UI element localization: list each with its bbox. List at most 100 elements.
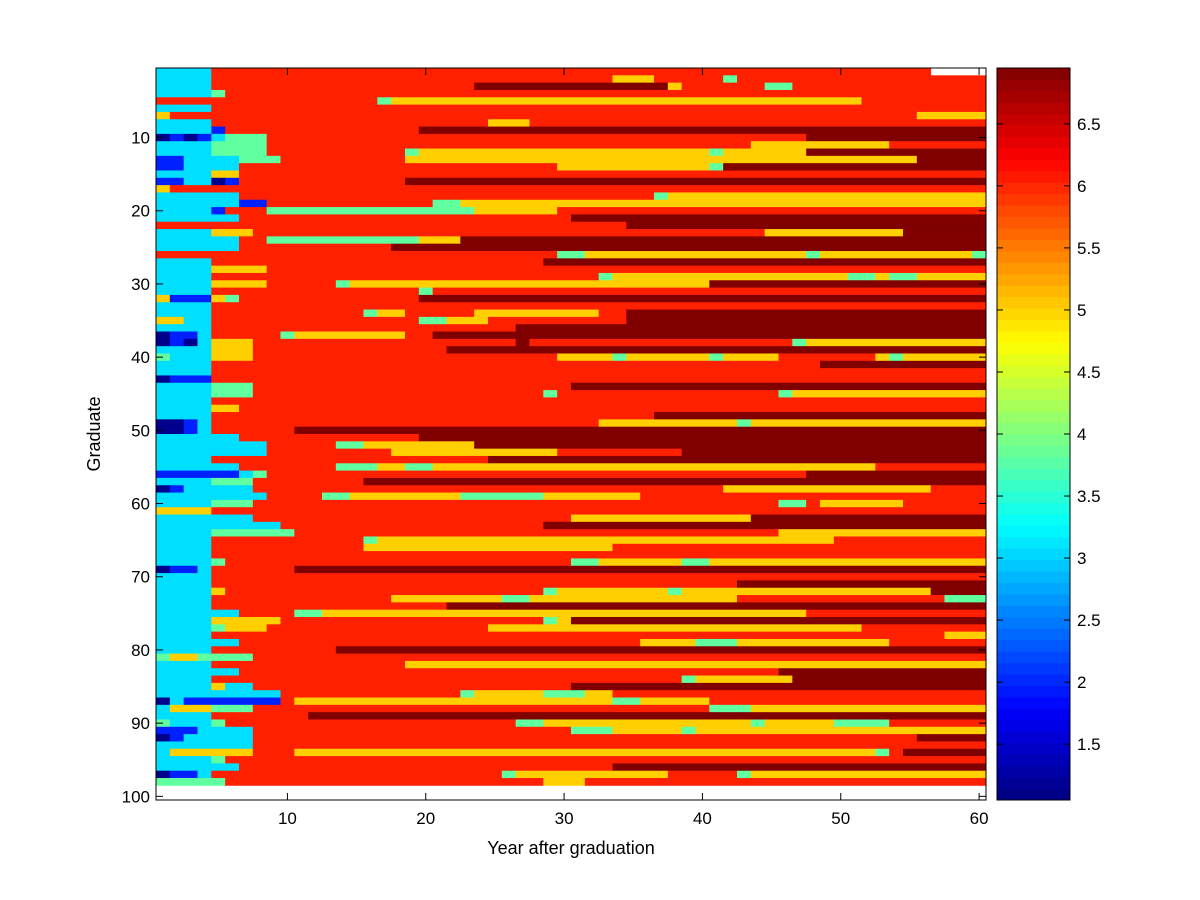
heatmap-cell <box>308 529 779 537</box>
heatmap-cell <box>211 148 268 157</box>
colorbar-tick-label: 2 <box>1077 673 1086 692</box>
heatmap-cell <box>211 704 254 713</box>
heatmap-cell <box>446 346 987 354</box>
heatmap-cell <box>211 653 254 662</box>
heatmap-cell <box>156 302 212 310</box>
heatmap-cell <box>792 675 987 684</box>
heatmap-cell <box>944 631 987 640</box>
heatmap-cell <box>211 719 226 728</box>
heatmap-cell <box>916 155 987 164</box>
heatmap-cell <box>211 631 945 640</box>
heatmap-cell <box>211 638 240 647</box>
heatmap-cell <box>156 573 212 581</box>
colorbar-step <box>997 617 1070 629</box>
heatmap-cell <box>156 704 171 713</box>
heatmap-cell <box>156 675 212 684</box>
heatmap-cell <box>764 229 904 237</box>
heatmap-cell <box>239 463 337 471</box>
heatmap-cell <box>156 207 212 215</box>
heatmap-cell <box>211 529 295 537</box>
heatmap-cell <box>183 419 198 428</box>
heatmap-cell <box>156 580 212 589</box>
heatmap-cell <box>156 660 212 669</box>
colorbar-step <box>997 205 1070 218</box>
colorbar-tick-label: 5.5 <box>1077 239 1101 258</box>
heatmap-cell <box>363 309 378 318</box>
heatmap-cell <box>156 199 171 208</box>
heatmap-cell <box>681 448 987 457</box>
heatmap-cell <box>252 734 918 742</box>
colorbar-step <box>997 296 1070 309</box>
heatmap-cell <box>474 441 987 450</box>
heatmap-cell <box>501 763 613 772</box>
heatmap-cell <box>211 272 600 281</box>
heatmap-cell <box>667 82 683 91</box>
heatmap-cell <box>156 690 212 698</box>
heatmap-cell <box>156 726 171 735</box>
y-tick-label: 50 <box>131 421 150 440</box>
heatmap-cell <box>820 360 987 369</box>
heatmap-cell <box>654 192 669 201</box>
heatmap-cell <box>723 75 738 84</box>
heatmap-cell <box>183 133 198 142</box>
heatmap-cell <box>156 82 212 91</box>
heatmap-cell <box>778 499 807 508</box>
heatmap-cell <box>156 719 171 728</box>
y-axis-label: Graduate <box>84 396 104 471</box>
heatmap-cell <box>681 726 696 735</box>
heatmap-cell <box>239 163 268 171</box>
heatmap-cell <box>391 97 862 105</box>
heatmap-cell <box>737 75 987 84</box>
heatmap-cell <box>183 177 212 186</box>
heatmap-cell <box>183 426 198 435</box>
heatmap-cell <box>294 529 309 537</box>
heatmap-cell <box>239 214 268 223</box>
heatmap-cell <box>225 617 281 625</box>
heatmap-cell <box>405 177 987 186</box>
heatmap-cell <box>156 551 212 559</box>
heatmap-cell <box>211 397 987 406</box>
heatmap-cell <box>861 97 987 105</box>
heatmap-cell <box>252 477 364 486</box>
heatmap-cell <box>211 660 406 669</box>
heatmap-cell <box>252 748 295 757</box>
heatmap-cell <box>211 229 254 237</box>
heatmap-cell <box>225 89 987 98</box>
heatmap-cell <box>266 141 752 149</box>
heatmap-cell <box>169 294 212 303</box>
heatmap-cell <box>792 82 987 91</box>
heatmap-cell <box>488 119 530 127</box>
colorbar-tick-label: 2.5 <box>1077 611 1101 630</box>
heatmap-cell <box>903 499 987 508</box>
heatmap-cell <box>211 595 392 603</box>
heatmap-cell <box>225 294 240 303</box>
heatmap-cell <box>709 558 987 567</box>
heatmap-cell <box>156 155 185 164</box>
heatmap-cell <box>806 133 987 142</box>
heatmap-cell <box>695 726 987 735</box>
heatmap-cell <box>598 309 627 318</box>
heatmap-cell <box>709 704 752 713</box>
colorbar-step <box>997 434 1070 446</box>
colorbar-step <box>997 479 1070 492</box>
y-tick-label: 30 <box>131 275 150 294</box>
heatmap-cell <box>156 229 212 237</box>
heatmap-cell <box>266 280 337 288</box>
heatmap-cell <box>225 207 268 215</box>
heatmap-cell <box>211 353 254 362</box>
colorbar-step <box>997 148 1070 160</box>
heatmap-cell <box>169 97 378 105</box>
heatmap-cell <box>156 485 171 493</box>
heatmap-cell <box>750 704 987 713</box>
heatmap-cell <box>266 470 807 479</box>
colorbar-tick-label: 4 <box>1077 425 1086 444</box>
heatmap-cell <box>515 719 544 728</box>
colorbar-step <box>997 571 1070 584</box>
heatmap-cell <box>405 463 434 471</box>
heatmap-cell <box>169 748 254 757</box>
heatmap-cell <box>169 770 198 779</box>
heatmap-cell <box>252 690 281 698</box>
heatmap-cell <box>308 712 987 720</box>
heatmap-cell <box>211 236 240 245</box>
y-tick-label: 80 <box>131 641 150 660</box>
